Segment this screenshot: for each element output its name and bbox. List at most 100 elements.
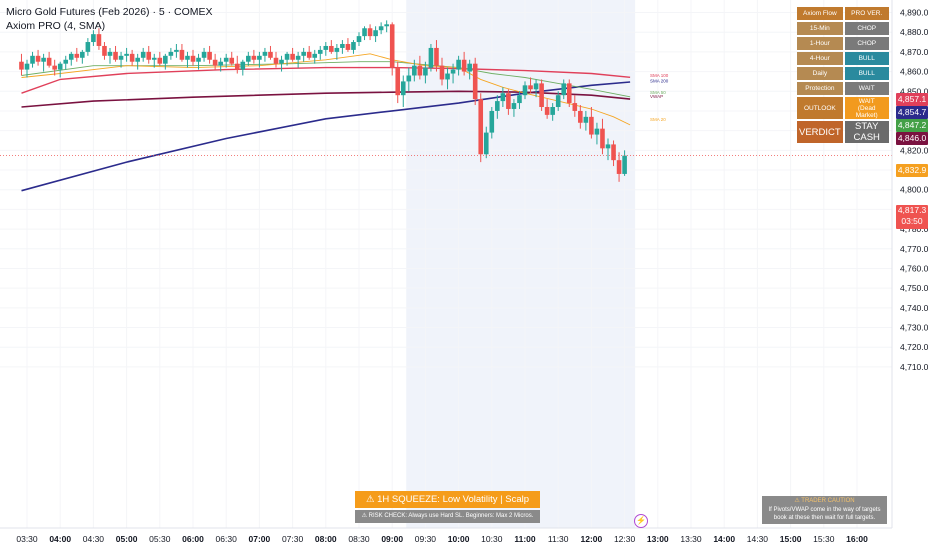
candle [251,49,257,64]
candle [417,55,423,80]
candle [412,59,417,82]
x-tick-label: 05:00 [116,534,138,544]
candle [146,45,152,64]
candle [163,53,168,70]
candle-body [212,59,218,66]
y-tick-label: 4,780.0 [900,224,929,234]
candle [234,55,240,74]
x-tick-label: 09:30 [415,534,437,544]
candle [544,99,550,119]
time-axis[interactable]: 03:30 04:00 04:30 05:00 05:30 06:00 06:30 07:00… [16,534,868,544]
candle-body [96,34,102,46]
bar-countdown: 03:50 [901,216,923,226]
y-tick-label: 4,820.0 [900,145,929,155]
candle-body [517,95,522,104]
candle [157,51,163,66]
x-tick-label: 14:30 [747,534,769,544]
candle-body [561,83,567,96]
candle-body [168,51,174,56]
symbol-title[interactable]: Micro Gold Futures (Feb 2026) · 5 · COME… [6,6,213,18]
y-tick-label: 4,710.0 [900,362,929,372]
x-tick-label: 15:00 [780,534,802,544]
sma50-price-tag: 4,847.2 [896,119,928,132]
candle [439,57,445,86]
lightning-icon[interactable]: ⚡ [634,514,648,528]
candle-body [35,55,41,62]
dashboard-row: Axiom Flow PRO VER. [797,7,889,20]
indicator-title[interactable]: Axiom PRO (4, SMA) [6,20,106,32]
candle-body [533,83,539,90]
candle [52,59,57,76]
candle-body [611,144,616,161]
candle [555,91,561,111]
candle-body [113,51,118,60]
candle [378,22,384,35]
candle [428,44,434,72]
candle [306,45,312,60]
dashboard-label: Protection [797,82,843,95]
candle [334,44,340,60]
candle-body [151,57,157,60]
candle [605,138,611,161]
y-tick-label: 4,720.0 [900,342,929,352]
outlook-status: WAIT [858,97,875,105]
caution-line-1: If Pivots/VWAP come in the way of target… [768,506,881,513]
dashboard-row: Protection WAIT [797,82,889,95]
candle [384,20,389,33]
candle [218,57,223,72]
candle [63,55,69,70]
candle-body [367,28,373,37]
candle-body [179,49,185,60]
candle-body [539,83,544,108]
candle-body [412,65,417,76]
candle [456,55,461,76]
candle-body [511,103,517,109]
candle-body [555,95,561,108]
axiom-dashboard: Axiom Flow PRO VER. 15-Min CHOP 1-Hour C… [795,5,891,145]
candle-body [356,36,362,43]
x-tick-label: 07:30 [282,534,304,544]
candle [461,51,467,76]
sma200-price-tag: 4,854.7 [896,106,928,119]
last-price-tag[interactable]: 4,817.3 03:50 [896,205,928,229]
candle [168,47,174,60]
candle [229,51,235,66]
candle-body [589,116,594,135]
ma-label: SMA 20 [650,117,666,122]
candle-body [378,26,384,31]
candle [240,59,246,76]
candle [434,40,439,72]
candle-body [389,24,395,68]
candle-body [124,53,129,56]
candle-body [284,53,290,60]
candle-body [229,57,235,64]
candle [295,51,301,68]
candle-body [57,63,63,70]
candle [406,67,412,92]
candle-body [91,34,96,43]
y-tick-label: 4,880.0 [900,27,929,37]
candle-body [600,128,605,149]
candle [135,53,140,70]
candle-body [616,160,622,174]
candle-body [317,49,323,54]
candle-body [207,51,212,60]
dashboard-row: 15-Min CHOP [797,22,889,35]
candle [506,89,511,115]
ma-label: VWAP [650,94,663,99]
candle [539,79,544,111]
candle [533,79,539,98]
candle [212,53,218,70]
candle-body [290,53,295,60]
candle-body [340,44,345,48]
candle-body [74,53,80,58]
grid [0,0,892,528]
candle-body [362,28,367,37]
candle-body [334,47,340,52]
caution-title: ⚠ TRADER CAUTION [794,498,855,504]
candle-body [522,85,528,96]
candle-body [163,55,168,64]
y-tick-label: 4,850.0 [900,86,929,96]
